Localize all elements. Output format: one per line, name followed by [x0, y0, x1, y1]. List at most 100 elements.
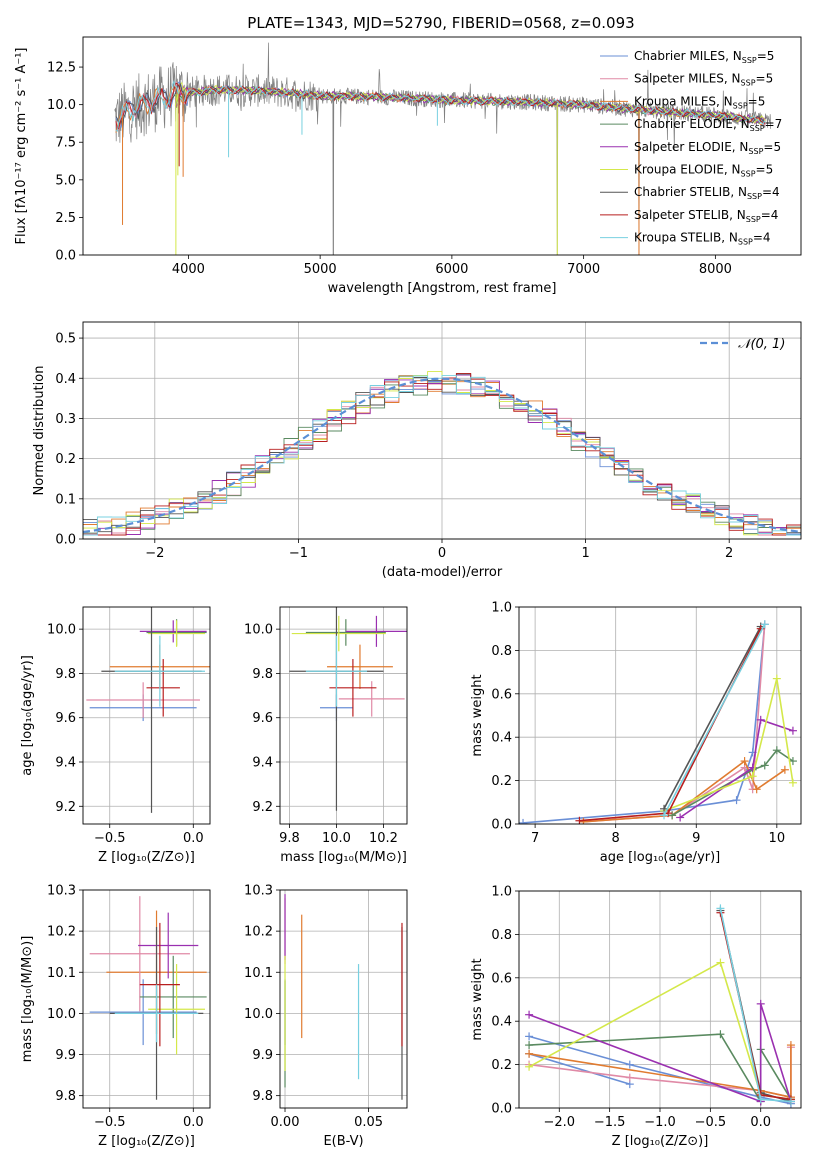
y-tick-label: 0.4	[491, 1015, 512, 1030]
x-tick-label: 10	[769, 831, 786, 846]
y-tick-label: 9.4	[252, 756, 273, 771]
x-tick-label: 0.0	[183, 831, 204, 846]
y-tick-label: 9.9	[55, 1048, 76, 1063]
weight-line	[522, 624, 766, 824]
axes-frame	[518, 890, 802, 1109]
y-tick-label: 9.6	[55, 711, 76, 726]
weight-vs-z-panel: −2.0 −1.5 −1.0 −0.5 0.0 0.0 0.2 0.4 0.6 0.8 1.0 Z […	[470, 885, 802, 1149]
figure-title: PLATE=1343, MJD=52790, FIBERID=0568, z=0…	[247, 14, 634, 32]
y-tick-label: 2.5	[55, 211, 76, 226]
x-tick-label: 10.2	[369, 831, 398, 846]
y-axis-label: Normed distribution	[32, 366, 47, 496]
x-tick-label: −0.5	[695, 1115, 727, 1130]
plot-area	[86, 607, 210, 813]
x-tick-label: 0.00	[271, 1115, 300, 1130]
y-axis-label: age [log₁₀(age/yr)]	[20, 655, 35, 776]
axes-frame	[82, 321, 802, 540]
x-tick-label: 0.0	[183, 1115, 204, 1130]
x-axis-label: Z [log₁₀(Z/Z⊙)]	[98, 1134, 195, 1149]
y-tick-label: 10.0	[47, 98, 76, 113]
legend-label: Kroupa STELIB, NSSP=4	[634, 231, 771, 247]
y-tick-label: 10.0	[244, 1007, 273, 1022]
x-axis-label: (data-model)/error	[382, 565, 503, 580]
plot-area	[289, 607, 407, 811]
y-tick-label: 0.1	[55, 492, 76, 507]
y-tick-label: 0.2	[55, 452, 76, 467]
x-axis-label: age [log₁₀(age/yr)]	[600, 850, 721, 865]
y-tick-label: 0.0	[491, 818, 512, 833]
y-tick-label: 0.3	[55, 412, 76, 427]
x-axis-label: Z [log₁₀(Z/Z⊙)]	[98, 850, 195, 865]
residual-histogram-panel: −2 −1 0 1 2 0.0 0.1 0.2 0.3 0.4 0.5 (data-model)/er…	[32, 321, 802, 580]
weight-line	[583, 624, 766, 823]
plot-area	[83, 371, 801, 536]
y-tick-label: 9.8	[252, 667, 273, 682]
y-tick-label: 10.0	[47, 1007, 76, 1022]
y-tick-label: 9.6	[252, 711, 273, 726]
x-tick-label: −1	[289, 546, 308, 561]
y-axis-label: Flux [fλ10⁻¹⁷ erg cm⁻² s⁻¹ A⁻¹]	[14, 48, 29, 245]
axes-frame	[279, 606, 408, 825]
y-tick-label: 12.5	[47, 61, 76, 76]
model-spectrum	[174, 81, 766, 124]
y-tick-label: 0.2	[491, 774, 512, 789]
x-tick-label: 0.0	[750, 1115, 771, 1130]
legend-label: Kroupa ELODIE, NSSP=5	[634, 163, 773, 179]
y-tick-label: 0.4	[55, 372, 76, 387]
y-tick-label: 9.8	[55, 667, 76, 682]
x-tick-label: 10.0	[322, 831, 351, 846]
weight-line	[528, 1053, 631, 1085]
y-axis-label: mass weight	[470, 674, 485, 756]
histogram-step	[83, 375, 801, 536]
x-tick-label: 7000	[567, 262, 600, 277]
y-tick-label: 9.4	[55, 756, 76, 771]
x-tick-label: 2	[725, 546, 733, 561]
model-spectrum	[174, 84, 766, 124]
weight-line	[719, 908, 791, 1103]
weight-line	[663, 624, 766, 816]
y-tick-label: 1.0	[491, 885, 512, 900]
plots-layer: 4000 5000 6000 7000 80000.02.55.07.510.012.5…	[14, 36, 802, 1149]
y-axis-label: mass [log₁₀(M/M⊙)]	[20, 936, 35, 1063]
y-tick-label: 10.1	[47, 966, 76, 981]
weight-line	[528, 1045, 792, 1099]
weight-line	[679, 718, 794, 819]
y-tick-label: 9.2	[55, 800, 76, 815]
axes-frame	[82, 36, 802, 256]
mass-vs-ebv-panel: 0.00 0.05 9.8 9.9 10.0 10.1 10.2 10.3 E(B-V)	[244, 884, 408, 1149]
x-tick-label: 7	[531, 831, 539, 846]
y-tick-label: 0.5	[55, 332, 76, 347]
y-tick-label: 9.2	[252, 800, 273, 815]
y-tick-label: 10.1	[244, 966, 273, 981]
y-tick-label: 10.3	[47, 884, 76, 899]
y-tick-label: 7.5	[55, 136, 76, 151]
y-tick-label: 9.9	[252, 1048, 273, 1063]
x-axis-label: wavelength [Angstrom, rest frame]	[328, 281, 557, 296]
legend-label: Chabrier STELIB, NSSP=4	[634, 185, 780, 201]
plot-area	[89, 896, 207, 1100]
age-vs-z-panel: −0.5 0.0 9.2 9.4 9.6 9.8 10.0 Z [log₁₀(Z/Z⊙)] ag…	[20, 606, 211, 865]
y-tick-label: 0.8	[491, 644, 512, 659]
spectrum-legend: Chabrier MILES, NSSP=5 Salpeter MILES, NS…	[600, 49, 782, 247]
axes-frame	[82, 889, 211, 1109]
y-tick-label: 0.0	[491, 1102, 512, 1117]
x-tick-label: 1	[581, 546, 589, 561]
plot-area	[114, 42, 772, 255]
x-tick-label: 0	[438, 546, 446, 561]
x-tick-label: 5000	[304, 262, 337, 277]
y-tick-label: 5.0	[55, 173, 76, 188]
y-tick-label: 9.8	[252, 1089, 273, 1104]
histogram-step	[83, 371, 801, 536]
y-tick-label: 0.0	[55, 533, 76, 548]
x-tick-label: −1.5	[594, 1115, 626, 1130]
x-tick-label: −2	[145, 546, 164, 561]
legend-label: Salpeter MILES, NSSP=5	[634, 72, 773, 88]
normal-curve	[83, 377, 801, 534]
y-tick-label: 0.8	[491, 928, 512, 943]
x-axis-label: Z [log₁₀(Z/Z⊙)]	[612, 1134, 709, 1149]
x-tick-label: 9	[692, 831, 700, 846]
weight-vs-age-panel: 7 8 9 10 0.0 0.2 0.4 0.6 0.8 1.0 age [log₁₀(age/yr…	[470, 601, 802, 865]
y-tick-label: 0.6	[491, 971, 512, 986]
x-tick-label: −0.5	[94, 831, 126, 846]
